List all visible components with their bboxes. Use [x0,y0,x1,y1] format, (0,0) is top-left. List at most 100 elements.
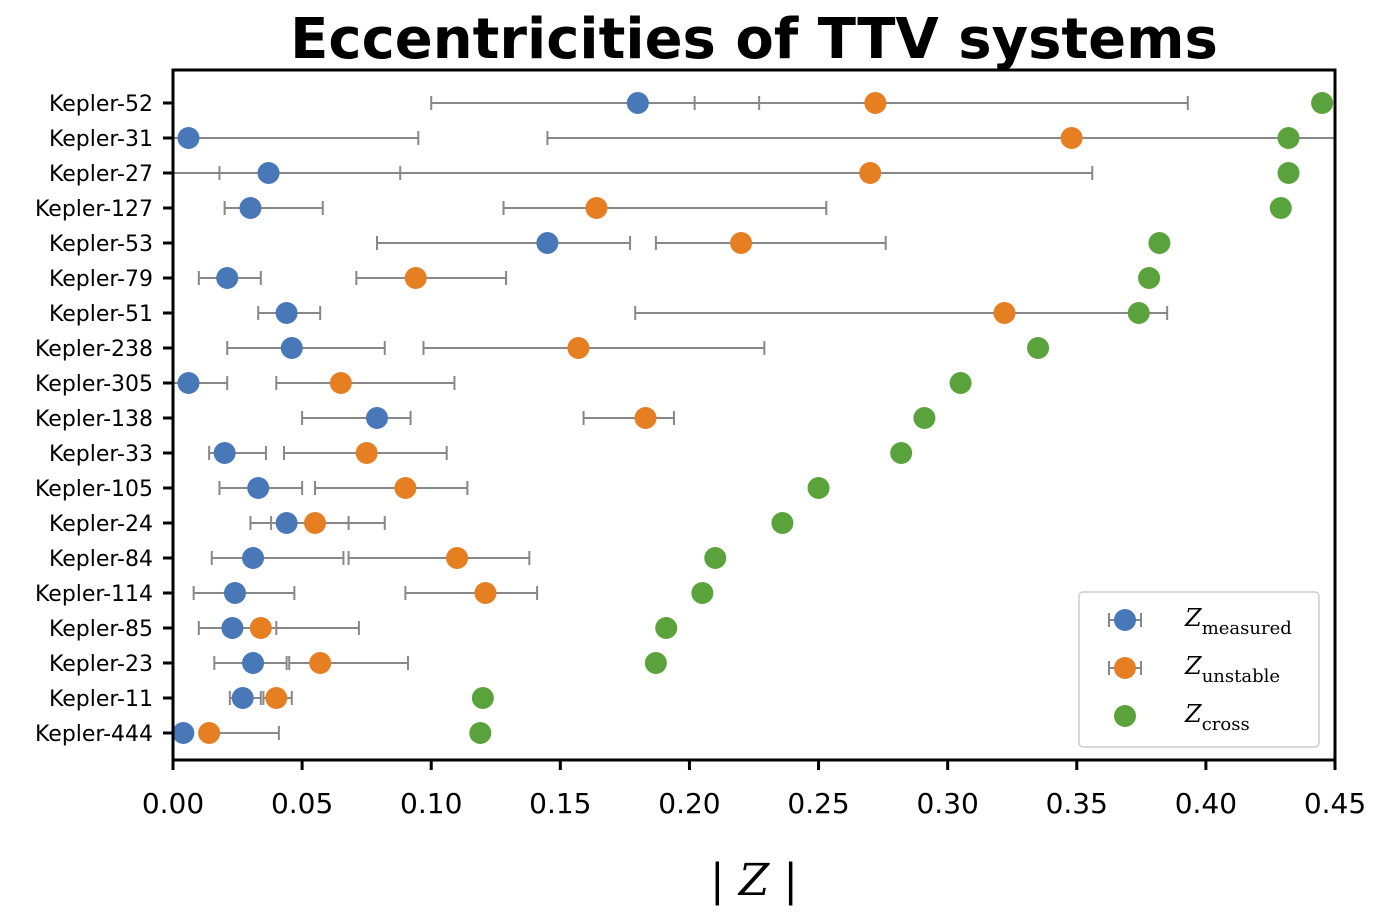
y-tick-label: Kepler-33 [49,442,153,467]
legend-marker-cross [1114,705,1136,727]
data-point-cross [655,617,678,639]
y-tick-label: Kepler-305 [35,372,153,397]
y-axis: Kepler-52 Kepler-31 Kepler-27 Kepler-127 Kep… [35,92,173,747]
data-point-unstable [394,477,417,499]
data-point-cross [1148,232,1171,254]
data-point-unstable [634,407,657,429]
legend-label-unstable: Zunstable [1184,652,1280,687]
y-tick-label: Kepler-85 [49,617,153,642]
x-tick-label: 0.25 [787,787,849,820]
data-point-cross [1277,127,1300,149]
data-point-cross [913,407,936,429]
data-point-unstable [730,232,753,254]
x-tick-label: 0.45 [1304,787,1366,820]
x-tick-label: 0.10 [400,787,462,820]
chart-title: Eccentricities of TTV systems [290,7,1218,72]
data-point-unstable [265,687,288,709]
y-tick-label: Kepler-105 [35,477,153,502]
data-point-cross [1311,92,1334,114]
data-point-measured [280,337,303,359]
y-tick-label: Kepler-127 [35,197,153,222]
y-tick-label: Kepler-52 [49,92,153,117]
data-point-cross [469,722,492,744]
data-point-cross [949,372,972,394]
legend-label-cross: Zcross [1184,700,1250,735]
y-tick-label: Kepler-444 [35,722,153,747]
y-tick-label: Kepler-84 [49,547,153,572]
data-point-measured [213,442,236,464]
data-point-measured [216,267,239,289]
data-point-measured [536,232,559,254]
data-point-unstable [585,197,608,219]
legend-box [1078,591,1320,748]
legend-subscript: measured [1202,618,1292,639]
data-point-cross [807,477,830,499]
data-point-cross [644,652,667,674]
y-tick-label: Kepler-24 [49,512,153,537]
legend-subscript: unstable [1202,666,1280,687]
data-point-unstable [1060,127,1083,149]
x-tick-label: 0.15 [529,787,591,820]
y-tick-label: Kepler-27 [49,162,153,187]
data-point-unstable [993,302,1016,324]
y-tick-label: Kepler-51 [49,302,153,327]
x-tick-label: 0.00 [142,787,204,820]
data-point-cross [1138,267,1161,289]
data-point-unstable [309,652,332,674]
data-point-cross [1027,337,1050,359]
x-axis: 0.00 0.05 0.10 0.15 0.20 0.25 0.30 0.35 0.40 0.45 [142,760,1366,820]
y-tick-label: Kepler-31 [49,127,153,152]
data-point-cross [1127,302,1150,324]
data-point-measured [172,722,195,744]
data-point-cross [704,547,727,569]
data-point-measured [247,477,270,499]
data-point-unstable [567,337,590,359]
data-point-measured [275,302,298,324]
legend-marker-unstable [1114,657,1136,679]
data-point-cross [691,582,714,604]
data-point-measured [231,687,254,709]
y-tick-label: Kepler-138 [35,407,153,432]
data-point-measured [177,127,200,149]
legend-label-measured: Zmeasured [1184,604,1292,639]
data-point-cross [771,512,794,534]
y-tick-label: Kepler-79 [49,267,153,292]
legend-subscript: cross [1202,714,1250,735]
data-point-measured [242,652,265,674]
data-point-measured [221,617,244,639]
legend-symbol: Z [1184,652,1203,680]
data-point-measured [239,197,262,219]
data-point-measured [242,547,265,569]
data-point-cross [1269,197,1292,219]
data-point-measured [177,372,200,394]
data-point-measured [223,582,246,604]
data-point-measured [257,162,280,184]
y-tick-label: Kepler-238 [35,337,153,362]
data-point-measured [275,512,298,534]
plot-frame [171,68,1337,762]
x-tick-label: 0.30 [916,787,978,820]
data-point-measured [365,407,388,429]
y-tick-label: Kepler-53 [49,232,153,257]
x-tick-label: 0.05 [271,787,333,820]
legend-symbol: Z [1184,700,1203,728]
data-point-cross [471,687,494,709]
y-tick-label: Kepler-23 [49,652,153,677]
data-point-unstable [474,582,497,604]
x-tick-label: 0.20 [658,787,720,820]
data-point-unstable [864,92,887,114]
data-point-unstable [404,267,427,289]
data-point-unstable [304,512,327,534]
data-point-unstable [249,617,272,639]
plot-marks [172,92,1335,744]
x-tick-label: 0.35 [1046,787,1108,820]
legend-symbol: Z [1184,604,1203,632]
data-point-unstable [198,722,221,744]
data-point-cross [890,442,913,464]
y-tick-label: Kepler-114 [35,582,153,607]
x-axis-label: | Z | [710,855,798,906]
data-point-unstable [859,162,882,184]
data-point-cross [1277,162,1300,184]
